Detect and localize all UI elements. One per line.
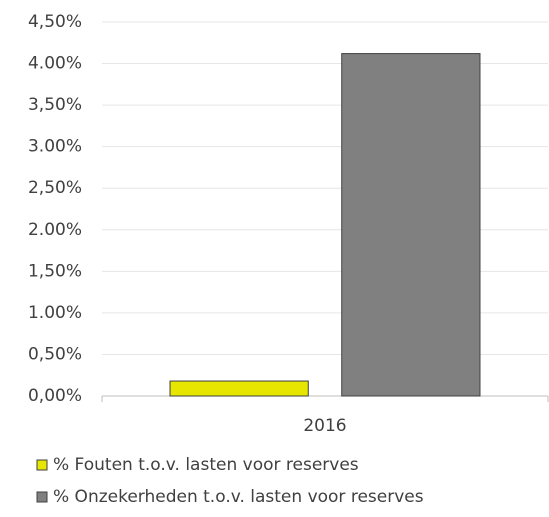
y-tick-label: 4,50% — [28, 12, 82, 32]
y-tick-label: 2,50% — [28, 178, 82, 198]
y-tick-label: 1,50% — [28, 261, 82, 281]
x-tick-label: 2016 — [303, 416, 346, 436]
y-tick-label: 4.00% — [28, 54, 82, 74]
y-tick-label: 0,50% — [28, 344, 82, 364]
legend-swatch — [36, 491, 48, 503]
bar — [169, 380, 309, 397]
y-tick-label: 1.00% — [28, 303, 82, 323]
legend-swatch — [36, 459, 48, 471]
y-tick-label: 3,50% — [28, 95, 82, 115]
bar — [341, 53, 481, 397]
y-tick-label: 0,00% — [28, 386, 82, 406]
legend-label: % Onzekerheden t.o.v. lasten voor reserv… — [53, 487, 424, 507]
legend-label: % Fouten t.o.v. lasten voor reserves — [53, 455, 359, 475]
y-tick-label: 2.00% — [28, 220, 82, 240]
y-tick-label: 3.00% — [28, 137, 82, 157]
